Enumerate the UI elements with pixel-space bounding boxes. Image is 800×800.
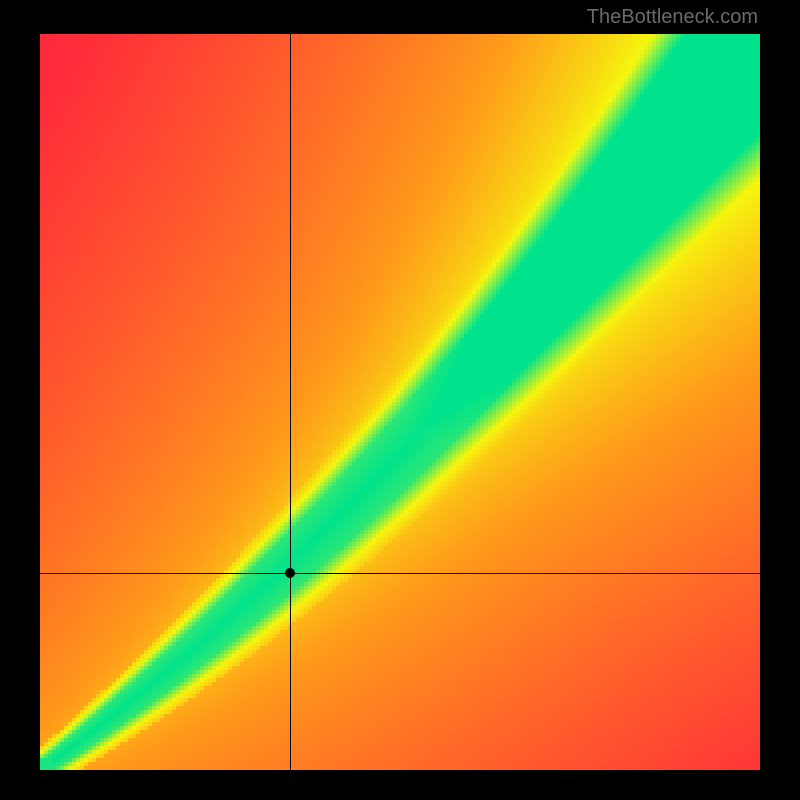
crosshair-horizontal — [40, 573, 760, 574]
figure-frame: TheBottleneck.com — [0, 0, 800, 800]
heatmap-canvas — [40, 34, 760, 770]
crosshair-point — [285, 568, 295, 578]
plot-area — [40, 34, 760, 770]
watermark-text: TheBottleneck.com — [587, 6, 758, 29]
crosshair-vertical — [290, 34, 291, 770]
